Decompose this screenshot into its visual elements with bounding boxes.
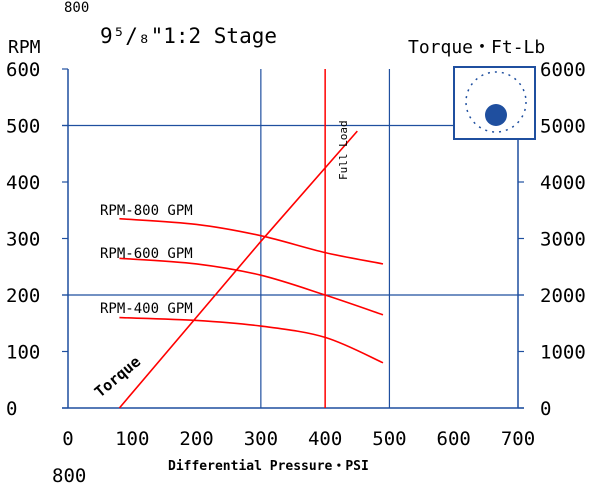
x-tick-label-200: 200 bbox=[179, 428, 213, 450]
y-axis-left-label: RPM bbox=[8, 37, 41, 58]
series-line-rpm-800-gpm bbox=[119, 217, 384, 265]
logo-dotted-ring bbox=[465, 71, 527, 133]
x-tick-label-700: 700 bbox=[501, 428, 535, 450]
y-left-tick-label-300: 300 bbox=[6, 229, 40, 251]
series-line-rpm-600-gpm bbox=[119, 257, 384, 316]
y-left-tick-label-600: 600 bbox=[6, 59, 40, 81]
y-left-tick-label-100: 100 bbox=[6, 342, 40, 364]
logo-dot bbox=[485, 104, 507, 126]
x-tick-label-400: 400 bbox=[308, 428, 342, 450]
y-left-tick-label-200: 200 bbox=[6, 285, 40, 307]
series-line-torque bbox=[118, 130, 358, 409]
series-label-400gpm: RPM-400 GPM bbox=[100, 301, 193, 317]
y-right-tick-label-6000: 6000 bbox=[540, 59, 586, 81]
logo-frame bbox=[453, 66, 536, 140]
full-load-label: Full Load bbox=[337, 120, 350, 180]
grid bbox=[62, 69, 524, 408]
y-axis-right-label: Torque・Ft-Lb bbox=[408, 37, 545, 58]
logo bbox=[453, 66, 536, 140]
series-line-rpm-400-gpm bbox=[119, 316, 384, 364]
x-axis-label: Differential Pressure・PSI bbox=[168, 459, 369, 474]
y-right-tick-label-0: 0 bbox=[540, 398, 551, 420]
y-right-tick-label-3000: 3000 bbox=[540, 229, 586, 251]
y-right-tick-label-4000: 4000 bbox=[540, 172, 586, 194]
x-tick-label-100: 100 bbox=[115, 428, 149, 450]
x-tick-label-500: 500 bbox=[372, 428, 406, 450]
corner-top-label: 800 bbox=[64, 0, 89, 16]
series-label-800gpm: RPM-800 GPM bbox=[100, 203, 193, 219]
y-left-tick-label-400: 400 bbox=[6, 172, 40, 194]
y-left-tick-label-500: 500 bbox=[6, 116, 40, 138]
series-label-600gpm: RPM-600 GPM bbox=[100, 246, 193, 262]
y-left-tick-label-0: 0 bbox=[6, 398, 17, 420]
chart-title: 9⁵/₈"1:2 Stage bbox=[100, 24, 277, 48]
y-right-tick-label-1000: 1000 bbox=[540, 342, 586, 364]
y-right-tick-label-5000: 5000 bbox=[540, 116, 586, 138]
corner-bottom-label: 800 bbox=[52, 465, 86, 487]
series-lines bbox=[118, 69, 384, 409]
x-tick-label-0: 0 bbox=[62, 428, 73, 450]
x-tick-label-600: 600 bbox=[437, 428, 471, 450]
tick-labels: 0 100 200 300 400 500 600 700010020030040050060… bbox=[6, 59, 586, 450]
y-right-tick-label-2000: 2000 bbox=[540, 285, 586, 307]
x-tick-label-300: 300 bbox=[244, 428, 278, 450]
torque-label: Torque bbox=[91, 352, 144, 401]
